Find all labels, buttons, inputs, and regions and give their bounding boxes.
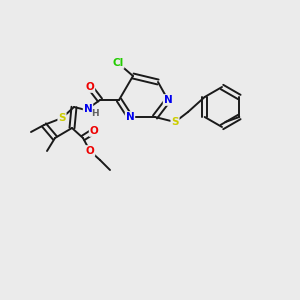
Text: H: H bbox=[91, 109, 99, 118]
Text: O: O bbox=[90, 126, 98, 136]
Text: N: N bbox=[126, 112, 134, 122]
Text: S: S bbox=[58, 113, 66, 123]
Text: O: O bbox=[85, 82, 94, 92]
Text: Cl: Cl bbox=[112, 58, 124, 68]
Text: N: N bbox=[84, 104, 92, 114]
Text: O: O bbox=[85, 146, 94, 156]
Text: S: S bbox=[171, 117, 179, 127]
Text: N: N bbox=[164, 95, 172, 105]
